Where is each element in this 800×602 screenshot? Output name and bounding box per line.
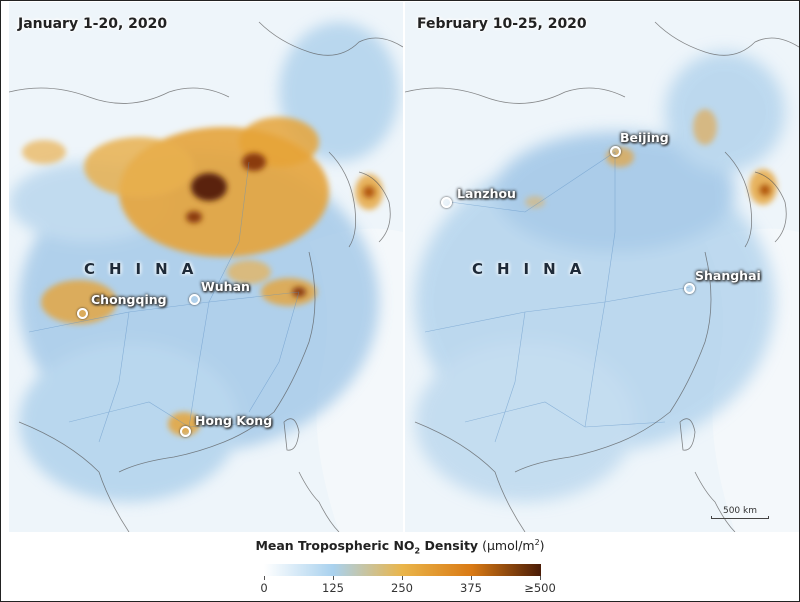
city-label-chongqing: Chongqing [91, 292, 167, 307]
legend-tick-label-375: 375 [460, 581, 482, 595]
city-marker-wuhan [189, 294, 200, 305]
city-marker-hong-kong [180, 426, 191, 437]
legend-unit-suffix: ) [539, 538, 545, 554]
legend-tick-label-250: 250 [391, 581, 413, 595]
city-marker-beijing [610, 146, 621, 157]
country-label-china-right: CHINA [472, 260, 596, 278]
scale-bar: 500 km [709, 500, 771, 520]
panel-title-february: February 10-25, 2020 [417, 16, 587, 32]
color-legend: Mean Tropospheric NO2 Density (μmol/m2) … [1, 532, 799, 601]
legend-title-subscript: 2 [414, 546, 421, 556]
city-label-lanzhou: Lanzhou [457, 186, 516, 201]
no2-map-february [405, 2, 799, 532]
legend-unit-prefix: (μmol/m [482, 538, 535, 554]
legend-tick [333, 576, 334, 580]
map-panel-february: February 10-25, 2020 CHINA Beijing Lanzh… [405, 2, 799, 532]
country-label-china-left: CHINA [84, 260, 208, 278]
legend-tick-label-500: ≥500 [524, 581, 556, 595]
city-marker-shanghai [684, 283, 695, 294]
legend-color-ramp [264, 564, 541, 576]
no2-map-january [9, 2, 403, 532]
scale-bar-label: 500 km [722, 506, 758, 516]
city-marker-chongqing [77, 308, 88, 319]
legend-tick-label-0: 0 [260, 581, 268, 595]
city-label-hong-kong: Hong Kong [195, 413, 273, 428]
city-label-shanghai: Shanghai [695, 268, 761, 283]
scale-bar-line [711, 516, 769, 519]
map-panel-january: January 1-20, 2020 CHINA Chongqing Wuhan… [9, 2, 403, 532]
city-label-beijing: Beijing [620, 130, 669, 145]
legend-tick [471, 576, 472, 580]
legend-title: Mean Tropospheric NO2 Density (μmol/m2) [1, 538, 799, 556]
city-marker-lanzhou [441, 197, 452, 208]
legend-tick-label-125: 125 [322, 581, 344, 595]
legend-title-end: Density [420, 538, 479, 554]
legend-tick [540, 576, 541, 580]
city-label-wuhan: Wuhan [201, 279, 250, 294]
legend-tick [264, 576, 265, 580]
legend-unit-sup: 2 [534, 538, 540, 547]
legend-title-text: Mean Tropospheric NO [255, 538, 415, 554]
legend-tick [402, 576, 403, 580]
panel-title-january: January 1-20, 2020 [18, 16, 168, 32]
